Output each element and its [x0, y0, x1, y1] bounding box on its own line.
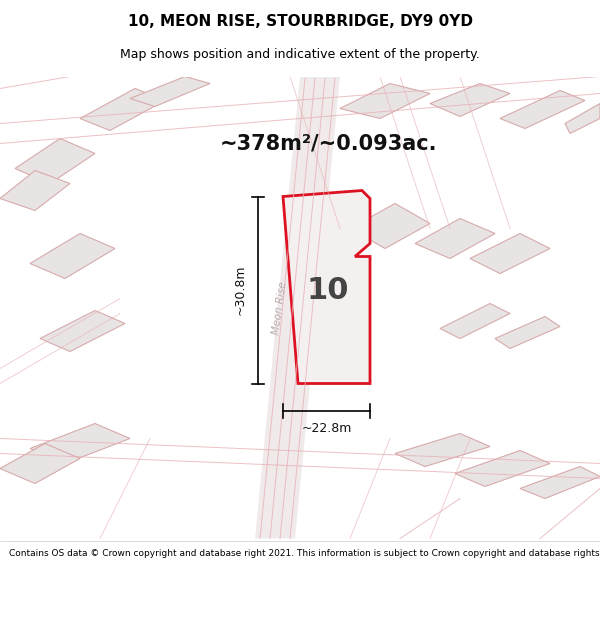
- Polygon shape: [340, 84, 430, 119]
- Polygon shape: [565, 104, 600, 134]
- Polygon shape: [350, 204, 430, 249]
- Polygon shape: [430, 84, 510, 116]
- Text: ~30.8m: ~30.8m: [233, 265, 247, 315]
- Text: 10, MEON RISE, STOURBRIDGE, DY9 0YD: 10, MEON RISE, STOURBRIDGE, DY9 0YD: [128, 14, 473, 29]
- Text: ~378m²/~0.093ac.: ~378m²/~0.093ac.: [220, 134, 437, 154]
- Polygon shape: [455, 451, 550, 486]
- Polygon shape: [40, 311, 125, 351]
- Polygon shape: [500, 91, 585, 129]
- Polygon shape: [80, 89, 165, 131]
- Text: ~22.8m: ~22.8m: [301, 422, 352, 435]
- Text: Meon Rise: Meon Rise: [271, 281, 289, 336]
- Polygon shape: [470, 234, 550, 274]
- Polygon shape: [283, 191, 370, 384]
- Polygon shape: [495, 316, 560, 349]
- Polygon shape: [30, 424, 130, 464]
- Polygon shape: [395, 434, 490, 466]
- Polygon shape: [0, 444, 80, 484]
- Polygon shape: [30, 234, 115, 279]
- Polygon shape: [0, 171, 70, 211]
- Polygon shape: [255, 76, 340, 539]
- Text: Contains OS data © Crown copyright and database right 2021. This information is : Contains OS data © Crown copyright and d…: [9, 549, 600, 558]
- Text: Map shows position and indicative extent of the property.: Map shows position and indicative extent…: [120, 48, 480, 61]
- Text: 10: 10: [307, 276, 349, 305]
- Polygon shape: [520, 466, 600, 499]
- Polygon shape: [415, 219, 495, 259]
- Polygon shape: [440, 304, 510, 339]
- Polygon shape: [130, 76, 210, 106]
- Polygon shape: [15, 139, 95, 184]
